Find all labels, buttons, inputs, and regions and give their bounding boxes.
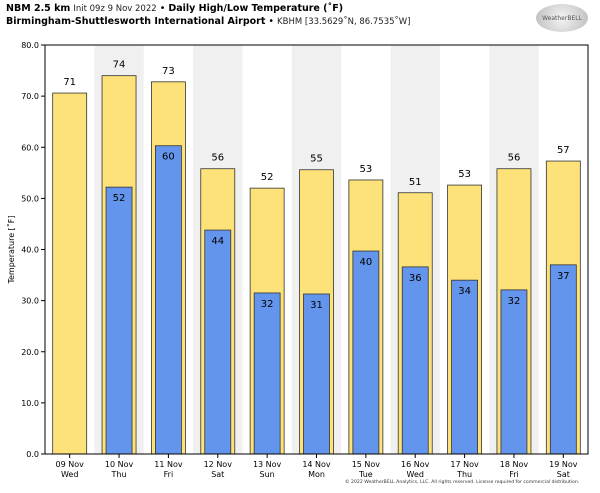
y-tick-label: 0.0 [26,450,39,459]
y-tick-label: 10.0 [21,399,39,408]
init-time: Init 09z 9 Nov 2022 [73,4,157,14]
high-label: 71 [63,77,76,88]
x-tick-date: 12 Nov [204,460,233,469]
y-tick-label: 20.0 [21,348,39,357]
title-line-2: Birmingham-Shuttlesworth International A… [6,16,411,27]
model-name: NBM 2.5 km [6,3,71,14]
low-bar [352,250,380,455]
x-tick-day: Sat [211,470,224,479]
low-label: 44 [211,236,224,247]
product-title: Daily High/Low Temperature (˚F) [168,3,344,14]
weatherbell-logo: WeatherBELL [536,4,588,32]
x-tick-date: 19 Nov [549,460,578,469]
low-label: 37 [557,271,570,282]
low-bar [105,186,133,455]
y-tick-label: 40.0 [21,246,39,255]
y-tick-label: 50.0 [21,194,39,203]
x-tick-day: Fri [509,470,519,479]
high-label: 51 [409,177,422,188]
high-label: 57 [557,145,570,156]
y-axis-label: Temperature [˚F] [6,215,16,284]
y-tick-label: 30.0 [21,297,39,306]
low-bar [303,293,330,455]
x-tick-date: 18 Nov [500,460,529,469]
low-label: 32 [508,296,521,307]
x-tick-date: 14 Nov [302,460,331,469]
x-tick-day: Tue [358,470,373,479]
x-tick-day: Sun [260,470,275,479]
x-tick-day: Sat [557,470,570,479]
station-id: KBHM [33.5629˚N, 86.7535˚W] [277,17,411,27]
x-tick-date: 16 Nov [401,460,430,469]
high-label: 73 [162,66,175,77]
copyright: © 2022 WeatherBELL Analytics, LLC. All r… [345,480,580,485]
low-label: 40 [359,257,372,268]
low-bar [549,264,577,455]
title-line-1: NBM 2.5 km Init 09z 9 Nov 2022 • Daily H… [6,3,343,14]
x-tick-date: 13 Nov [253,460,282,469]
x-tick-day: Mon [308,470,325,479]
x-tick-date: 09 Nov [56,460,85,469]
plot-frame [44,44,589,455]
high-label: 55 [310,154,323,165]
station-name: Birmingham-Shuttlesworth International A… [6,16,266,27]
low-label: 52 [113,193,126,204]
low-label: 34 [458,286,471,297]
y-tick-label: 70.0 [21,92,39,101]
x-tick-day: Wed [407,470,424,479]
x-tick-day: Fri [164,470,174,479]
low-bar [253,292,281,455]
y-tick-label: 60.0 [21,143,39,152]
low-label: 60 [162,152,175,163]
separator: • [159,3,166,14]
low-bar [451,279,478,455]
high-label: 53 [458,169,471,180]
high-bar [52,92,88,455]
y-tick-label: 80.0 [21,41,39,50]
low-bar [155,145,182,455]
x-tick-date: 11 Nov [154,460,183,469]
low-bar [401,266,429,455]
low-label: 36 [409,273,422,284]
low-label: 32 [261,299,274,310]
x-tick-date: 17 Nov [450,460,479,469]
x-tick-day: Thu [111,470,127,479]
low-bar [204,229,232,455]
low-label: 31 [310,300,323,311]
high-label: 56 [508,153,521,164]
x-tick-date: 15 Nov [352,460,381,469]
x-tick-date: 10 Nov [105,460,134,469]
x-tick-day: Wed [61,470,78,479]
high-label: 74 [113,60,126,71]
high-label: 52 [261,172,274,183]
high-label: 53 [359,164,372,175]
high-label: 56 [211,153,224,164]
x-tick-day: Thu [456,470,472,479]
low-bar [500,289,528,455]
